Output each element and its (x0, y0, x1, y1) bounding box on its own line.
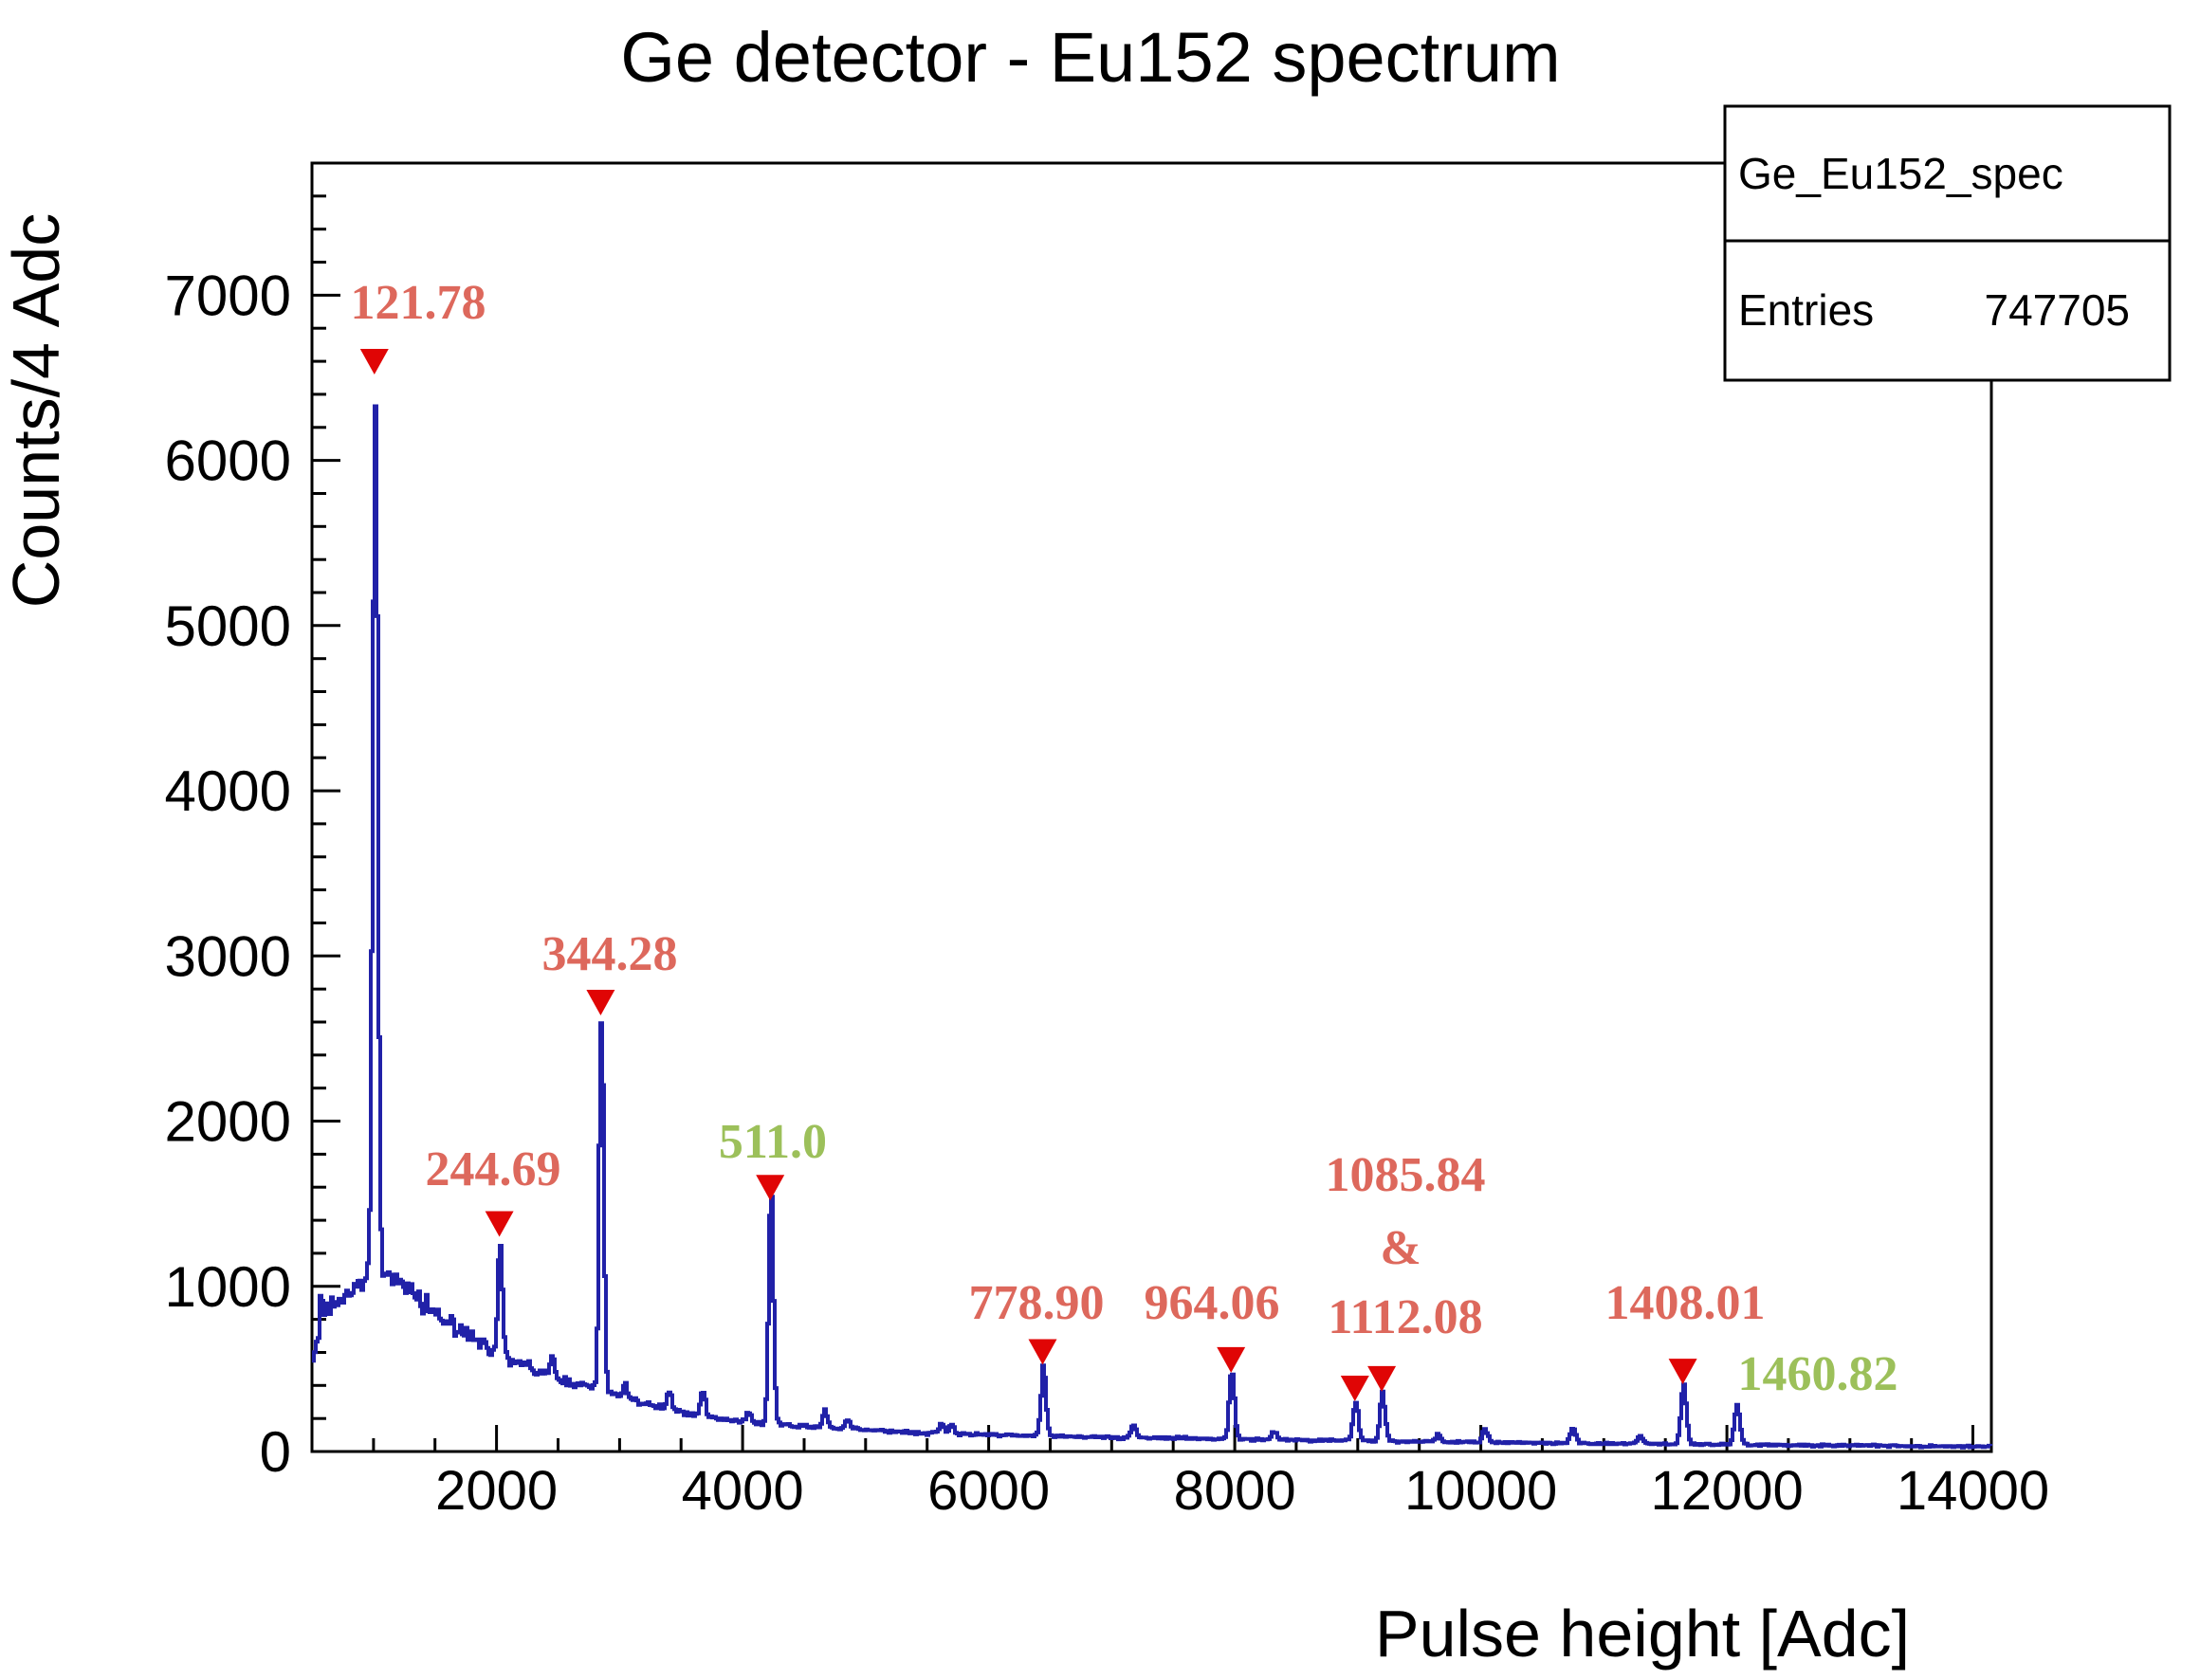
spectrum-line (312, 404, 1992, 1450)
x-tick-label: 8000 (1174, 1460, 1296, 1522)
stats-box-frame (1723, 104, 2172, 382)
plot-frame (310, 161, 1993, 1453)
peak-marker-triangle-icon (485, 1211, 514, 1237)
stats-entries-value: 747705 (1985, 285, 2131, 335)
y-axis-tick-labels: 0 1000 2000 3000 4000 5000 6000 7000 (165, 264, 291, 1484)
peak-marker-triangle-icon (1217, 1346, 1246, 1373)
peak-marker-triangle-icon (359, 349, 389, 374)
y-tick-label: 2000 (165, 1090, 291, 1154)
y-tick-label: 7000 (165, 264, 291, 327)
x-axis-tick-labels: 2000 4000 6000 8000 10000 12000 14000 (435, 1460, 2049, 1522)
peak-label: 121.78 (351, 276, 486, 330)
peak-marker-triangle-icon (1367, 1365, 1397, 1392)
x-tick-label: 10000 (1404, 1460, 1557, 1522)
peak-marker-triangle-icon (1340, 1376, 1369, 1401)
peak-label: 1112.08 (1328, 1290, 1482, 1344)
peak-marker-triangle-icon (586, 990, 615, 1015)
peak-label: 511.0 (719, 1115, 827, 1169)
y-tick-label: 5000 (165, 594, 291, 658)
peak-label: 964.06 (1145, 1276, 1280, 1330)
stats-histogram-name: Ge_Eu152_spec (1738, 149, 2063, 198)
stats-box: Ge_Eu152_spec Entries 747705 (1723, 104, 2172, 382)
chart-title: Ge detector - Eu152 spectrum (620, 18, 1560, 97)
x-tick-label: 6000 (927, 1460, 1050, 1522)
y-tick-label: 1000 (165, 1255, 291, 1319)
y-axis-ticks (312, 194, 340, 1453)
x-tick-label: 12000 (1650, 1460, 1803, 1522)
y-tick-label: 6000 (165, 429, 291, 493)
peak-label: 344.28 (542, 927, 678, 981)
x-tick-label: 4000 (682, 1460, 804, 1522)
y-tick-label: 4000 (165, 759, 291, 823)
peak-label: 244.69 (426, 1142, 561, 1196)
y-axis-title: Counts/4 Adc (0, 213, 73, 608)
peak-label: 1408.01 (1605, 1276, 1766, 1330)
y-tick-label: 3000 (165, 924, 291, 988)
stats-entries-label: Entries (1738, 285, 1874, 335)
peak-label: 1460.82 (1738, 1347, 1898, 1401)
peak-label: 1085.84 (1326, 1148, 1486, 1202)
peak-label: & (1380, 1221, 1421, 1275)
peak-marker-triangle-icon (1668, 1359, 1697, 1385)
x-tick-label: 2000 (435, 1460, 558, 1522)
x-tick-label: 14000 (1897, 1460, 2049, 1522)
peak-label: 778.90 (969, 1276, 1105, 1330)
x-axis-title: Pulse height [Adc] (1375, 1597, 1910, 1671)
peak-marker-triangle-icon (1028, 1339, 1057, 1365)
peak-markers (359, 349, 1697, 1401)
y-tick-label: 0 (260, 1420, 291, 1484)
peak-labels: 121.78 244.69 344.28 511.0 778.90 964.06 1085.… (351, 276, 1898, 1401)
peak-marker-triangle-icon (756, 1175, 785, 1201)
